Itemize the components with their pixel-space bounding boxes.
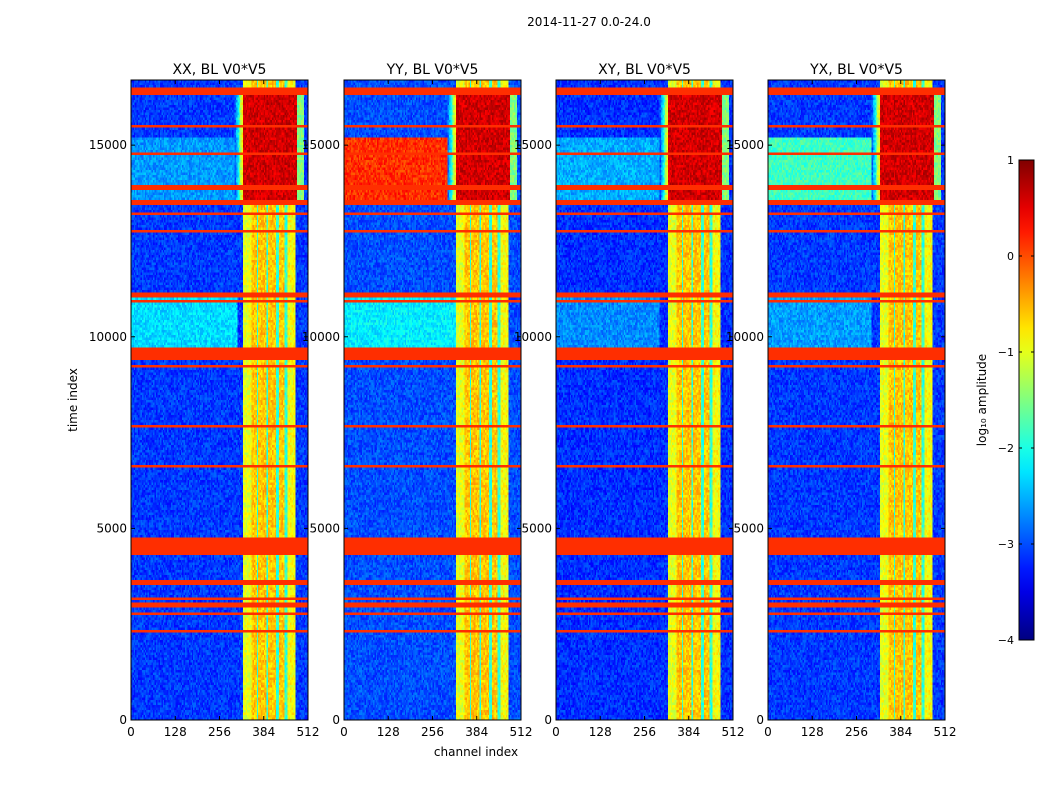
x-tick-label: 384 <box>252 725 275 739</box>
y-tick-label: 0 <box>332 713 340 727</box>
x-tick-label: 256 <box>633 725 656 739</box>
x-tick-label: 128 <box>801 725 824 739</box>
x-tick-label: 256 <box>421 725 444 739</box>
heatmap-image <box>556 80 733 720</box>
y-tick-label: 5000 <box>733 521 764 535</box>
panel-title: XX, BL V0*V5 <box>173 62 267 78</box>
heatmap-panels: XX, BL V0*V5 0 128 256 384 512 0 5000 10000 15000… <box>89 62 957 739</box>
heatmap-image <box>768 80 945 720</box>
y-tick-label: 5000 <box>96 521 127 535</box>
x-tick-label: 512 <box>934 725 957 739</box>
colorbar-tick-label: −3 <box>998 538 1014 551</box>
heatmap-panel: YX, BL V0*V5 0 128 256 384 512 0 5000 10000 15000 <box>726 62 957 739</box>
x-tick-label: 512 <box>722 725 745 739</box>
y-tick-label: 0 <box>119 713 127 727</box>
heatmap-image <box>131 80 308 720</box>
heatmap-panel: XX, BL V0*V5 0 128 256 384 512 0 5000 10000 15000 <box>89 62 320 739</box>
x-tick-label: 384 <box>465 725 488 739</box>
y-tick-label: 10000 <box>302 330 340 344</box>
colorbar-tick-label: −2 <box>998 442 1014 455</box>
x-tick-label: 256 <box>845 725 868 739</box>
panel-title: XY, BL V0*V5 <box>598 62 691 78</box>
x-tick-label: 384 <box>889 725 912 739</box>
x-tick-label: 128 <box>164 725 187 739</box>
heatmap-panel: YY, BL V0*V5 0 128 256 384 512 0 5000 10000 15000 <box>302 62 533 739</box>
y-tick-label: 0 <box>756 713 764 727</box>
y-tick-label: 15000 <box>514 138 552 152</box>
colorbar: 1 0 −1 −2 −3 −4 log₁₀ amplitude <box>975 154 1035 647</box>
y-tick-label: 15000 <box>726 138 764 152</box>
x-tick-label: 0 <box>127 725 135 739</box>
x-tick-label: 0 <box>764 725 772 739</box>
x-tick-label: 512 <box>510 725 533 739</box>
colorbar-tick-label: 1 <box>1007 154 1014 167</box>
figure-suptitle: 2014-11-27 0.0-24.0 <box>527 15 651 29</box>
colorbar-tick-label: −4 <box>998 634 1014 647</box>
y-tick-label: 10000 <box>726 330 764 344</box>
y-tick-label: 10000 <box>514 330 552 344</box>
colorbar-tick-label: 0 <box>1007 250 1014 263</box>
x-tick-label: 0 <box>340 725 348 739</box>
panel-title: YX, BL V0*V5 <box>809 62 903 78</box>
colorbar-label: log₁₀ amplitude <box>975 354 989 446</box>
x-tick-label: 128 <box>589 725 612 739</box>
x-tick-label: 128 <box>377 725 400 739</box>
y-tick-label: 5000 <box>309 521 340 535</box>
colorbar-gradient <box>1018 159 1035 641</box>
panel-title: YY, BL V0*V5 <box>386 62 479 78</box>
x-tick-label: 256 <box>208 725 231 739</box>
x-tick-label: 0 <box>552 725 560 739</box>
heatmap-image <box>344 80 521 720</box>
x-axis-label: channel index <box>434 745 518 759</box>
heatmap-panel: XY, BL V0*V5 0 128 256 384 512 0 5000 10000 15000 <box>514 62 745 739</box>
x-tick-label: 384 <box>677 725 700 739</box>
y-tick-label: 15000 <box>89 138 127 152</box>
y-tick-label: 0 <box>544 713 552 727</box>
y-tick-label: 5000 <box>521 521 552 535</box>
y-tick-label: 10000 <box>89 330 127 344</box>
y-axis-label: time index <box>66 368 80 432</box>
colorbar-tick-label: −1 <box>998 346 1014 359</box>
x-tick-label: 512 <box>297 725 320 739</box>
y-tick-label: 15000 <box>302 138 340 152</box>
